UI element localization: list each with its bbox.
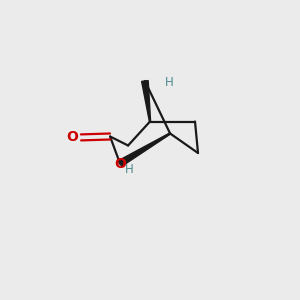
- Polygon shape: [142, 81, 151, 122]
- Text: H: H: [164, 76, 173, 89]
- Text: O: O: [114, 157, 126, 170]
- Text: H: H: [125, 163, 134, 176]
- Text: O: O: [66, 130, 78, 144]
- Polygon shape: [118, 133, 170, 166]
